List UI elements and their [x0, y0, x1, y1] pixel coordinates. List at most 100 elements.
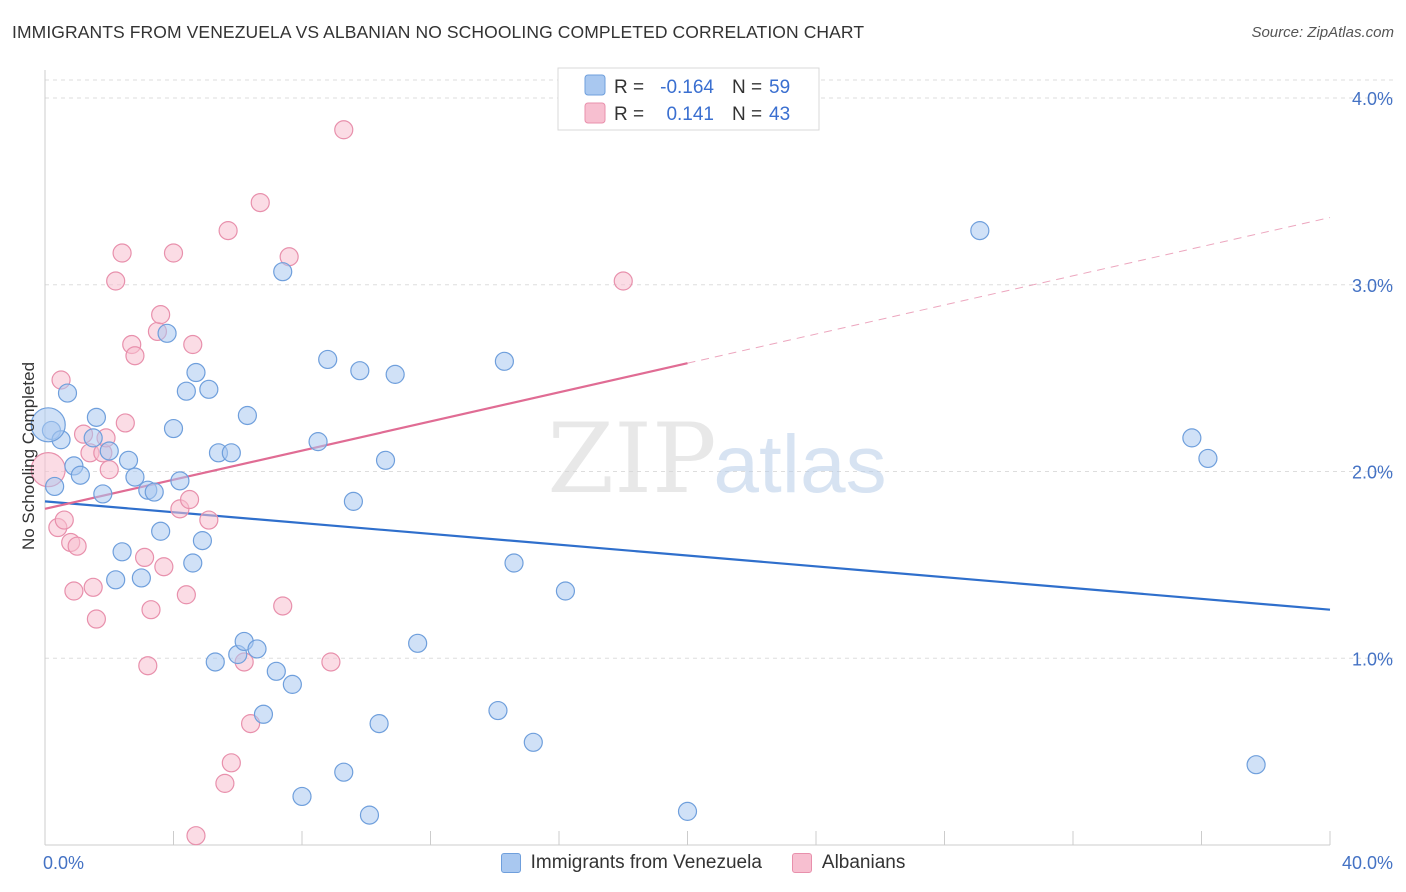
point-venezuela-47 [408, 633, 428, 653]
point-venezuela-46 [385, 364, 405, 384]
point-venezuela-40 [334, 762, 354, 782]
point-venezuela-58 [30, 407, 66, 443]
point-venezuela-32 [247, 639, 267, 659]
point-venezuela-34 [266, 661, 286, 681]
point-albanians-10 [86, 609, 107, 629]
point-venezuela-7 [83, 428, 103, 448]
point-venezuela-6 [86, 407, 107, 427]
legend-r-label-1: R = [614, 77, 644, 98]
series-label-venezuela: Immigrants from Venezuela [530, 852, 762, 873]
point-albanians-33 [221, 753, 241, 773]
point-venezuela-56 [1198, 448, 1218, 469]
legend-swatch-pink [584, 102, 606, 124]
x-tick-label-1: 40.0% [1342, 853, 1393, 873]
point-venezuela-45 [375, 450, 396, 470]
point-albanians-40 [321, 652, 341, 672]
point-venezuela-52 [555, 581, 576, 601]
point-venezuela-14 [131, 568, 151, 588]
point-albanians-9 [83, 577, 103, 597]
point-venezuela-55 [1182, 428, 1202, 448]
point-venezuela-19 [163, 418, 184, 439]
point-venezuela-1 [45, 476, 65, 497]
watermark: ZIP atlas [547, 403, 886, 515]
point-venezuela-35 [273, 262, 293, 282]
x-tick-label-0: 0.0% [43, 853, 84, 873]
point-albanians-21 [141, 600, 161, 620]
point-venezuela-17 [151, 521, 171, 541]
point-venezuela-50 [504, 553, 524, 573]
point-venezuela-25 [199, 379, 219, 399]
point-albanians-42 [613, 271, 633, 291]
point-venezuela-54 [970, 221, 990, 241]
point-venezuela-42 [350, 361, 370, 381]
point-venezuela-8 [99, 441, 119, 461]
legend-r-label-2: R = [614, 104, 644, 125]
point-venezuela-23 [186, 362, 206, 383]
trend-line-extension-albanians [687, 217, 1331, 364]
point-venezuela-3 [57, 383, 78, 403]
point-venezuela-22 [183, 553, 203, 573]
point-albanians-18 [125, 346, 145, 366]
point-venezuela-51 [523, 732, 543, 752]
point-albanians-3 [54, 510, 74, 530]
point-venezuela-57 [1246, 755, 1266, 775]
legend-n-value-1: 59 [769, 77, 790, 98]
chart-title: IMMIGRANTS FROM VENEZUELA VS ALBANIAN NO… [12, 22, 865, 42]
point-venezuela-36 [282, 674, 302, 694]
series-label-albanians: Albanians [821, 852, 906, 873]
point-albanians-25 [163, 243, 184, 263]
watermark-atlas: atlas [713, 419, 886, 510]
stats-legend: R = -0.164 N = 59 R = 0.141 N = 43 [557, 67, 820, 131]
trend-line-venezuela [44, 500, 1331, 611]
point-venezuela-21 [176, 381, 196, 401]
point-albanians-14 [106, 271, 126, 291]
point-albanians-6 [67, 536, 87, 556]
point-venezuela-43 [359, 805, 380, 825]
point-albanians-15 [112, 243, 132, 263]
point-albanians-20 [138, 656, 158, 676]
point-venezuela-20 [170, 471, 190, 491]
legend-n-label-2: N = [732, 104, 762, 125]
point-venezuela-44 [369, 714, 389, 734]
point-venezuela-28 [221, 443, 241, 463]
point-albanians-28 [179, 489, 200, 510]
point-albanians-36 [241, 714, 261, 734]
y-tick-label-3: 4.0% [1352, 89, 1393, 109]
point-albanians-29 [183, 334, 203, 355]
point-albanians-31 [199, 510, 219, 530]
data-points [30, 120, 1266, 846]
grid-lines [45, 79, 1395, 659]
series-legend-item-venezuela: Immigrants from Venezuela [500, 852, 762, 874]
watermark-zip: ZIP [547, 403, 716, 515]
point-venezuela-9 [93, 484, 113, 504]
series-swatch-pink [791, 853, 812, 873]
legend-r-value-2: 0.141 [666, 104, 714, 125]
series-swatch-blue [500, 853, 521, 873]
point-albanians-13 [99, 460, 119, 480]
legend-n-label-1: N = [732, 77, 762, 98]
series-legend-item-albanians: Albanians [791, 852, 906, 874]
point-albanians-32 [215, 773, 235, 793]
chart-source: Source: ZipAtlas.com [1251, 24, 1394, 41]
point-albanians-37 [250, 192, 270, 213]
point-albanians-41 [334, 120, 354, 140]
point-venezuela-24 [192, 531, 213, 551]
point-venezuela-16 [144, 482, 164, 502]
series-legend: Immigrants from Venezuela Albanians [0, 852, 1406, 874]
point-venezuela-48 [488, 700, 508, 721]
point-venezuela-38 [308, 432, 328, 452]
point-venezuela-13 [125, 467, 145, 487]
point-venezuela-37 [292, 786, 312, 807]
point-albanians-34 [218, 221, 238, 241]
y-tick-label-2: 3.0% [1352, 276, 1393, 296]
point-venezuela-18 [157, 323, 177, 343]
point-albanians-19 [134, 547, 155, 568]
y-tick-label-1: 2.0% [1352, 463, 1393, 483]
point-venezuela-41 [343, 491, 363, 511]
point-albanians-27 [176, 585, 196, 605]
legend-r-value-1: -0.164 [660, 77, 714, 98]
point-venezuela-12 [118, 450, 139, 470]
point-albanians-23 [151, 305, 171, 325]
legend-n-value-2: 43 [769, 104, 790, 125]
y-tick-label-0: 1.0% [1352, 649, 1393, 669]
